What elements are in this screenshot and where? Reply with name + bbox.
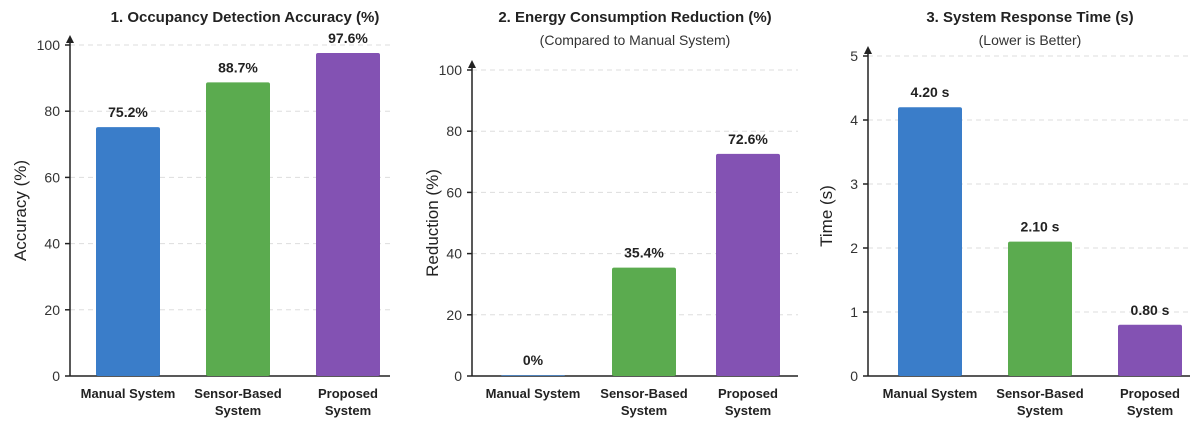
y-tick-label: 40 (44, 236, 60, 252)
x-tick-label: System (621, 403, 667, 418)
y-axis-label: Reduction (%) (423, 169, 442, 277)
bar-value-label: 97.6% (328, 30, 368, 46)
bar-value-label: 0% (523, 352, 544, 368)
y-tick-label: 2 (850, 240, 858, 256)
chart-2: 2. Energy Consumption Reduction (%) (Comp… (423, 9, 798, 418)
y-tick-label: 40 (446, 246, 462, 262)
bar-value-label: 2.10 s (1021, 219, 1060, 235)
y-axis-label: Time (s) (817, 185, 836, 247)
bar-value-label: 72.6% (728, 131, 768, 147)
y-tick-label: 80 (446, 123, 462, 139)
x-tick-label: Sensor-Based (194, 386, 281, 401)
y-axis-arrow (468, 60, 476, 68)
y-tick-label: 1 (850, 304, 858, 320)
y-tick-label: 4 (850, 112, 858, 128)
y-tick-label: 60 (446, 184, 462, 200)
x-tick-label: Manual System (486, 386, 581, 401)
y-tick-label: 100 (37, 37, 61, 53)
y-tick-label: 100 (439, 62, 463, 78)
bar (1008, 241, 1072, 376)
chart-subtitle: (Lower is Better) (979, 32, 1082, 48)
y-tick-label: 20 (446, 307, 462, 323)
bar (612, 267, 676, 376)
bar (898, 107, 962, 376)
x-tick-label: Manual System (81, 386, 176, 401)
bar-value-label: 88.7% (218, 59, 258, 75)
x-tick-label: System (725, 403, 771, 418)
x-tick-label: Manual System (883, 386, 978, 401)
bar-value-label: 0.80 s (1131, 302, 1170, 318)
bar (1118, 324, 1182, 376)
y-axis-arrow (864, 46, 872, 54)
y-tick-label: 3 (850, 176, 858, 192)
x-tick-label: System (1127, 403, 1173, 418)
bar-value-label: 75.2% (108, 104, 148, 120)
x-tick-label: Proposed (718, 386, 778, 401)
x-tick-label: Proposed (1120, 386, 1180, 401)
x-tick-label: Sensor-Based (996, 386, 1083, 401)
chart-subtitle: (Compared to Manual System) (540, 32, 731, 48)
y-tick-label: 0 (52, 368, 60, 384)
y-tick-label: 80 (44, 103, 60, 119)
y-axis-label: Accuracy (%) (11, 160, 30, 261)
chart-title: 2. Energy Consumption Reduction (%) (498, 9, 771, 26)
x-tick-label: Proposed (318, 386, 378, 401)
y-axis-arrow (66, 35, 74, 43)
bar (501, 375, 565, 376)
y-tick-label: 0 (454, 368, 462, 384)
y-tick-label: 60 (44, 169, 60, 185)
y-tick-label: 20 (44, 302, 60, 318)
bar (316, 52, 380, 376)
bar-value-label: 35.4% (624, 245, 664, 261)
bar-value-label: 4.20 s (911, 84, 950, 100)
x-tick-label: System (1017, 403, 1063, 418)
x-tick-label: Sensor-Based (600, 386, 687, 401)
bar (716, 153, 780, 376)
chart-1: 1. Occupancy Detection Accuracy (%) 0 20 40… (11, 9, 390, 418)
chart-3: 3. System Response Time (s) (Lower is Bet… (817, 9, 1190, 418)
y-tick-label: 0 (850, 368, 858, 384)
x-tick-label: System (215, 403, 261, 418)
chart-title: 3. System Response Time (s) (926, 9, 1133, 26)
y-tick-label: 5 (850, 48, 858, 64)
bar (96, 127, 160, 376)
chart-title: 1. Occupancy Detection Accuracy (%) (111, 9, 380, 26)
bar (206, 82, 270, 376)
x-tick-label: System (325, 403, 371, 418)
